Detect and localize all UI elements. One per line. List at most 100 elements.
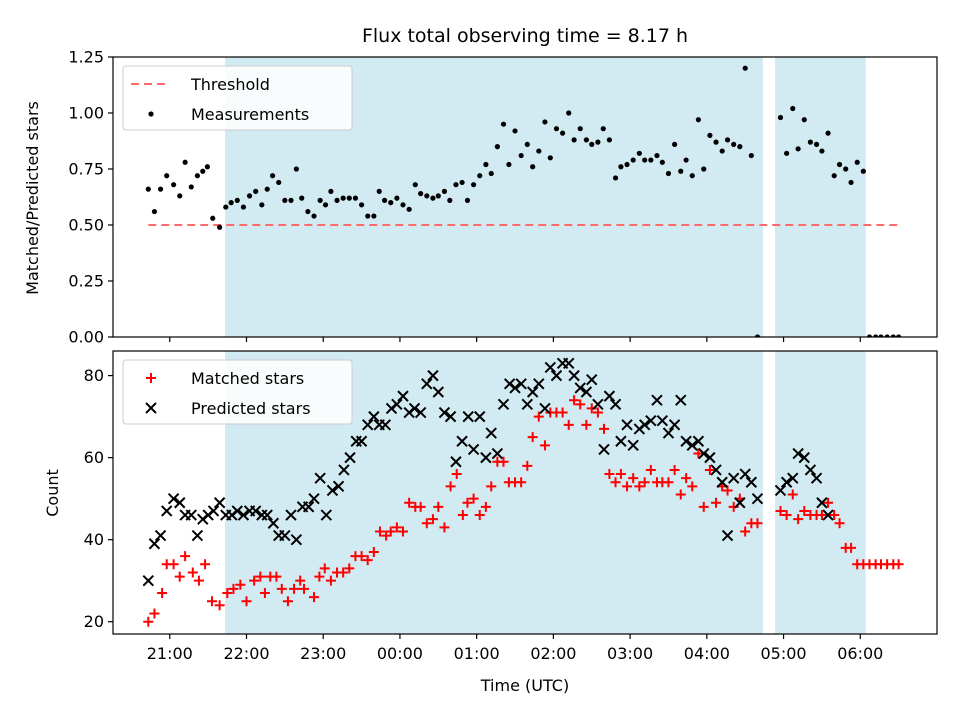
- matched-star-point: [157, 587, 168, 598]
- predicted-star-point: [615, 435, 627, 447]
- matched-star-point: [610, 477, 621, 488]
- x-tick-label: 03:00: [607, 644, 653, 663]
- predicted-star-point: [308, 492, 320, 505]
- predicted-star-point: [710, 464, 722, 476]
- measurement-point: [648, 157, 654, 163]
- matched-star-point: [522, 460, 533, 471]
- predicted-star-point: [656, 415, 669, 427]
- predicted-star-point: [207, 505, 220, 517]
- measurement-point: [707, 132, 713, 138]
- measurement-point: [483, 161, 489, 168]
- matched-star-point: [206, 596, 217, 607]
- predicted-star-point: [167, 492, 180, 505]
- measurement-point: [654, 152, 660, 159]
- predicted-star-point: [822, 509, 834, 521]
- measurement-point: [145, 186, 151, 192]
- predicted-star-point: [485, 427, 497, 439]
- measurement-point: [807, 139, 814, 145]
- matched-star-point: [235, 579, 246, 590]
- matched-star-point: [575, 399, 586, 410]
- measurement-point: [322, 202, 329, 208]
- matched-star-point: [427, 514, 438, 525]
- measurement-point: [424, 193, 430, 199]
- measurement-point: [589, 141, 595, 147]
- matched-star-point: [775, 505, 786, 516]
- predicted-star-point: [651, 394, 663, 406]
- matched-star-point: [374, 526, 385, 537]
- x-tick-label: 21:00: [147, 644, 193, 663]
- predicted-star-point: [231, 505, 243, 517]
- measurement-point: [854, 159, 860, 165]
- matched-star-point: [539, 440, 550, 451]
- legend-box: [122, 65, 353, 131]
- matched-star-point: [474, 510, 485, 521]
- measurement-point: [665, 170, 672, 177]
- y-tick-label: 0.75: [68, 160, 104, 179]
- predicted-star-point: [787, 472, 799, 484]
- predicted-star-point: [816, 497, 828, 509]
- measurement-point: [500, 121, 507, 127]
- measurement-point: [542, 119, 548, 125]
- y-tick-label: 60: [84, 448, 104, 467]
- x-tick-label: 06:00: [837, 644, 883, 663]
- measurement-point: [223, 204, 229, 210]
- x-axis-label: Time (UTC): [480, 676, 569, 695]
- matched-star-point: [255, 571, 266, 582]
- measurement-point: [188, 184, 194, 190]
- measurement-point: [689, 173, 695, 179]
- measurement-point: [194, 173, 200, 179]
- measurement-point: [217, 224, 223, 230]
- predicted-star-point: [213, 497, 226, 509]
- matched-star-point: [823, 497, 834, 508]
- measurement-point: [204, 164, 210, 170]
- matched-star-point: [622, 481, 633, 492]
- measurement-point: [884, 334, 890, 337]
- measurement-point: [228, 200, 234, 206]
- predicted-star-point: [344, 451, 356, 464]
- measurement-point: [381, 197, 388, 203]
- matched-star-point: [433, 501, 444, 512]
- measurement-point: [488, 170, 494, 177]
- measurement-point: [494, 144, 500, 150]
- predicted-star-point: [290, 533, 303, 546]
- measurement-point: [790, 105, 796, 112]
- measurement-point: [748, 152, 754, 159]
- measurement-point: [577, 126, 583, 132]
- measurement-point: [724, 137, 731, 143]
- predicted-star-point: [414, 406, 427, 419]
- measurement-point: [240, 204, 247, 210]
- measurement-point: [293, 166, 299, 172]
- legend-matched-swatch: [146, 373, 156, 383]
- predicted-star-point: [574, 382, 586, 394]
- matched-star-point: [193, 575, 204, 586]
- matched-star-point: [628, 473, 639, 484]
- measurement-point: [388, 200, 394, 206]
- matched-star-point: [687, 481, 698, 492]
- matched-star-point: [168, 559, 179, 570]
- legend-measurement-swatch: [148, 111, 154, 117]
- measurement-point: [441, 188, 448, 194]
- measurement-point: [352, 195, 359, 201]
- matched-star-point: [781, 510, 792, 521]
- matched-star-point: [276, 583, 287, 594]
- y-tick-label: 40: [84, 530, 104, 549]
- predicted-star-point: [675, 394, 687, 406]
- measurement-point: [612, 175, 619, 181]
- predicted-star-point: [662, 427, 675, 439]
- measurement-point: [819, 148, 825, 154]
- measurement-point: [518, 152, 524, 159]
- matched-star-point: [295, 575, 306, 586]
- matched-star-point: [187, 567, 198, 578]
- predicted-star-point: [462, 410, 474, 423]
- matched-star-point: [309, 592, 320, 603]
- measurement-point: [288, 197, 294, 203]
- matched-star-point: [663, 477, 674, 488]
- measurement-point: [890, 334, 896, 337]
- y-tick-label: 0.25: [68, 272, 104, 291]
- matched-star-point: [704, 464, 715, 475]
- predicted-star-point: [627, 439, 639, 452]
- measurement-point: [831, 173, 837, 179]
- matched-star-point: [299, 583, 310, 594]
- measurement-point: [259, 202, 265, 208]
- x-tick-label: 23:00: [300, 644, 346, 663]
